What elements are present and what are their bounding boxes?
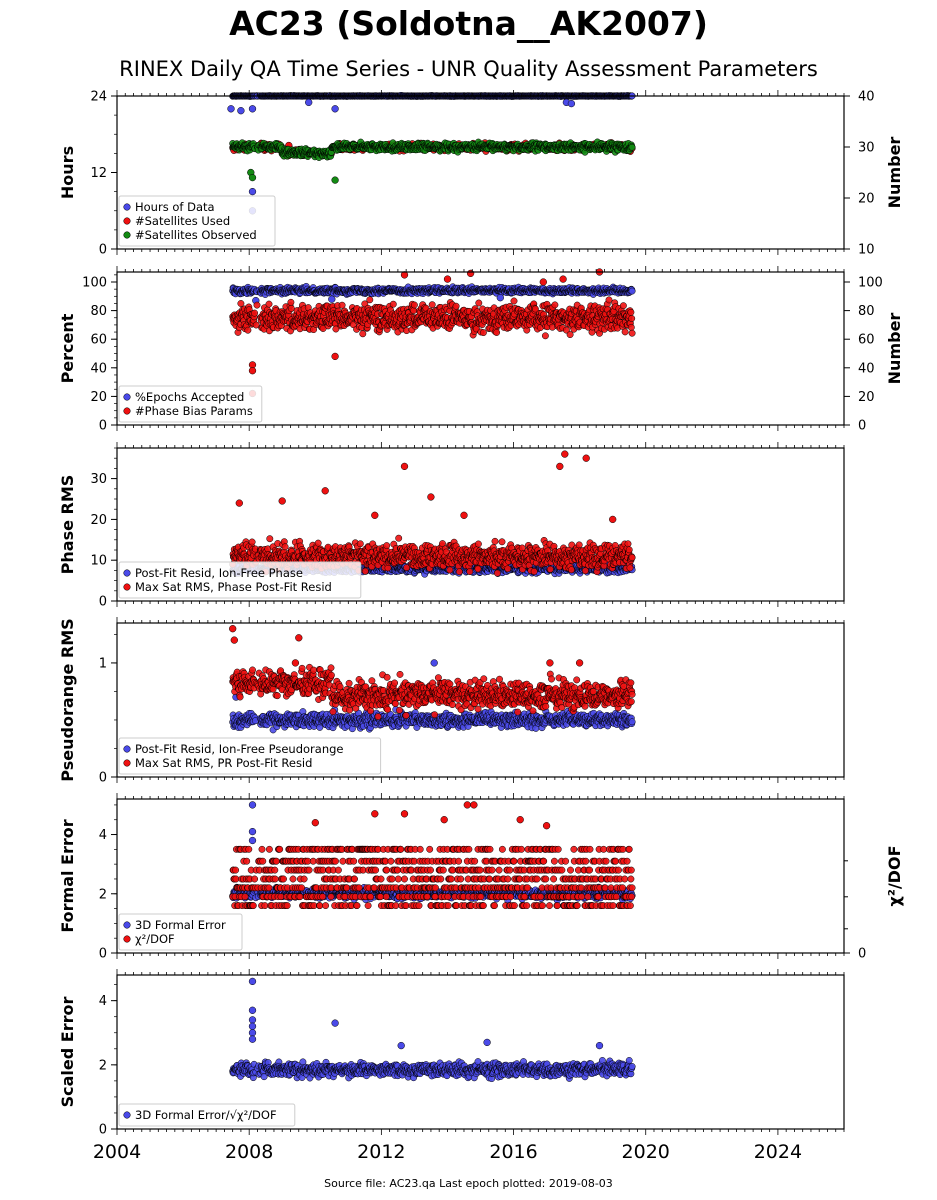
data-point: [237, 300, 245, 307]
legend-marker: [123, 203, 131, 211]
legend-marker: [123, 231, 131, 239]
y-tick-label: 0: [99, 243, 107, 258]
y-axis-label: Hours: [58, 146, 77, 199]
data-point: [493, 329, 501, 336]
data-point: [244, 326, 252, 334]
data-point: [366, 296, 374, 304]
data-points: [227, 92, 636, 215]
chart-title: AC23 (Soldotna__AK2007): [229, 4, 708, 43]
data-point: [410, 307, 418, 315]
data-point: [605, 296, 613, 304]
data-point: [305, 98, 313, 107]
data-point: [628, 143, 636, 151]
data-point: [248, 187, 257, 196]
data-point: [237, 107, 245, 115]
data-point: [253, 301, 261, 309]
data-point: [479, 329, 487, 337]
y-tick-label: 12: [90, 166, 107, 181]
y-tick-label: 24: [90, 90, 107, 105]
data-point: [567, 99, 576, 108]
legend-marker: [123, 217, 131, 225]
data-point: [287, 298, 295, 306]
data-point: [227, 105, 235, 113]
legend-entry: Hours of Data: [135, 200, 215, 214]
y-tick-label-right: 20: [858, 192, 875, 207]
data-point: [328, 295, 336, 303]
data-point: [551, 301, 559, 309]
data-point: [251, 309, 259, 317]
data-point: [628, 287, 636, 295]
y-ticks-left: 0 12 24: [90, 90, 117, 258]
data-point: [331, 176, 339, 184]
legend-entry: #Satellites Used: [135, 214, 230, 228]
y-tick-label-right: 30: [858, 141, 875, 156]
data-point: [510, 297, 518, 305]
y-tick-label-right: 40: [858, 90, 875, 105]
data-point: [541, 332, 549, 340]
data-point: [265, 300, 273, 308]
data-point: [248, 105, 257, 113]
data-point: [338, 301, 346, 309]
chart-subtitle: RINEX Daily QA Time Series - UNR Quality…: [119, 57, 818, 81]
legend: Hours of Data#Satellites Used#Satellites…: [118, 195, 276, 247]
data-point: [410, 301, 418, 309]
data-point: [496, 294, 504, 302]
data-point: [475, 299, 483, 307]
data-point: [428, 301, 436, 309]
data-point: [287, 304, 295, 312]
data-point: [389, 300, 397, 308]
data-point: [331, 105, 339, 113]
y-axis-label-right: Number: [885, 137, 904, 209]
data-point: [566, 331, 574, 339]
y-ticks-right: 10 20 30 40: [844, 90, 875, 258]
data-point: [359, 330, 367, 338]
data-point: [248, 173, 257, 182]
legend-entry: #Satellites Observed: [135, 228, 257, 242]
y-tick-label-right: 10: [858, 243, 875, 258]
data-point: [452, 302, 460, 310]
data-points: [229, 268, 636, 398]
